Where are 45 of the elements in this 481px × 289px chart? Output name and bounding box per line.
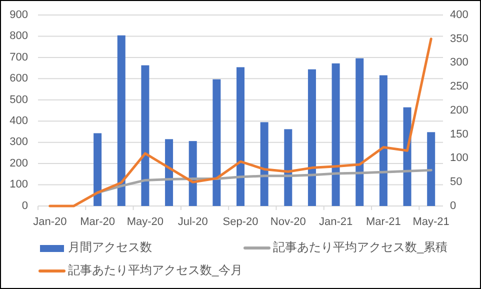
bar xyxy=(188,141,197,206)
y2-tick-label: 200 xyxy=(450,104,468,116)
bar xyxy=(165,139,174,206)
x-tick-label: Jul-20 xyxy=(178,216,208,228)
y-tick-label: 600 xyxy=(10,72,28,85)
bar xyxy=(236,67,244,206)
x-tick-label: Jan-20 xyxy=(33,216,67,228)
y-tick-label: 700 xyxy=(10,51,28,64)
bar xyxy=(356,58,364,206)
y2-tick-label: 0 xyxy=(450,200,456,212)
bar xyxy=(379,75,388,206)
y2-tick-label: 150 xyxy=(450,128,468,140)
y-tick-label: 900 xyxy=(10,8,28,21)
legend-label: 記事あたり平均アクセス数_今月 xyxy=(68,263,243,278)
y2-tick-label: 350 xyxy=(450,32,468,45)
x-tick-label: May-20 xyxy=(126,216,164,228)
bar xyxy=(284,129,292,206)
x-tick-label: May-21 xyxy=(412,216,450,228)
y-tick-label: 300 xyxy=(10,136,28,148)
bar xyxy=(427,132,436,206)
bar xyxy=(260,122,268,206)
y-tick-label: 100 xyxy=(10,178,28,191)
bar xyxy=(141,65,150,206)
y-tick-label: 0 xyxy=(22,200,28,212)
legend-label: 記事あたり平均アクセス数_累積 xyxy=(273,240,448,254)
y2-tick-label: 300 xyxy=(450,56,468,69)
legend-label: 月間アクセス数 xyxy=(68,240,152,254)
y2-tick-label: 250 xyxy=(450,80,468,93)
bar xyxy=(332,63,340,206)
x-tick-label: Nov-20 xyxy=(270,216,306,228)
y-tick-label: 200 xyxy=(10,157,28,170)
x-tick-label: Jan-21 xyxy=(318,216,353,228)
bar xyxy=(117,35,126,206)
y2-tick-label: 100 xyxy=(450,152,468,164)
x-tick-label: Mar-20 xyxy=(80,216,115,228)
y2-tick-label: 400 xyxy=(450,8,468,21)
bar xyxy=(308,69,316,206)
y-tick-label: 500 xyxy=(10,94,28,106)
y-tick-label: 800 xyxy=(10,30,28,42)
x-tick-label: Mar-21 xyxy=(366,216,401,228)
bar xyxy=(212,79,221,206)
y2-tick-label: 50 xyxy=(450,176,462,188)
y-tick-label: 400 xyxy=(10,115,28,128)
bar xyxy=(94,133,102,206)
x-tick-label: Sep-20 xyxy=(222,216,258,228)
